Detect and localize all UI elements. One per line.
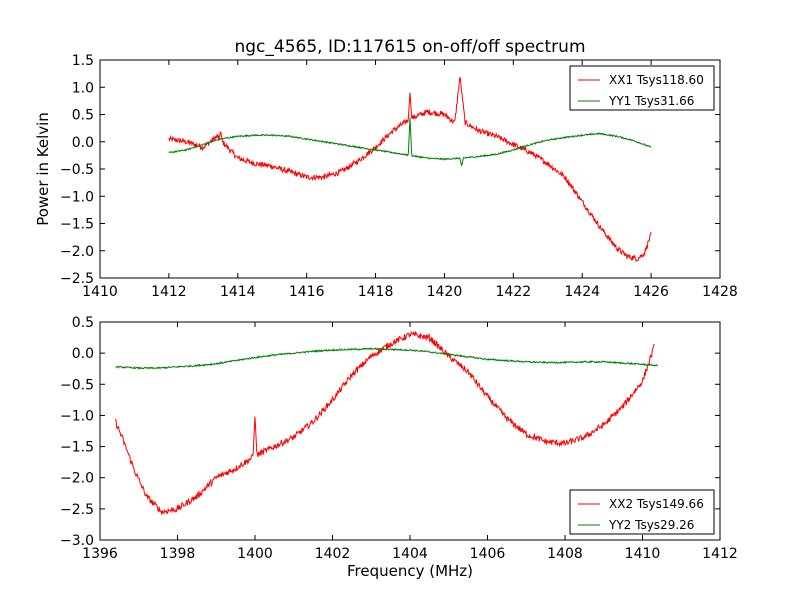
y-tick-label: 0.0 <box>72 135 94 151</box>
bottom-series-layer <box>115 330 659 515</box>
x-tick-label: 1428 <box>702 284 738 300</box>
bottom-plot-frame <box>99 321 721 541</box>
y-tick-label: −3.0 <box>60 533 94 549</box>
x-tick-label: 1404 <box>392 546 428 562</box>
x-tick-label: 1406 <box>470 546 506 562</box>
y-tick-label: 1.5 <box>72 53 94 69</box>
bottom-ticks-layer: 1396 1398 1400 1402 1404 1406 1408 1410 1412 0.5 0… <box>60 315 738 562</box>
x-tick-label: 1414 <box>220 284 256 300</box>
y-tick-label: −1.0 <box>60 408 94 424</box>
x-tick-label: 1426 <box>633 284 669 300</box>
legend-box <box>569 489 715 535</box>
top-plot-frame <box>99 59 721 279</box>
y-tick-label: 0.0 <box>72 346 94 362</box>
bottom-panel: Frequency (MHz) 1396 1398 1400 1402 1404 1406… <box>60 315 738 580</box>
x-tick-label: 1396 <box>82 546 118 562</box>
x-tick-label: 1412 <box>702 546 738 562</box>
y-tick-label: −1.0 <box>60 189 94 205</box>
y-tick-label: 0.5 <box>72 108 94 124</box>
series-line-yy <box>115 347 659 370</box>
series-line-xx <box>168 77 652 263</box>
x-tick-label: 1424 <box>564 284 600 300</box>
y-tick-label: −2.5 <box>60 502 94 518</box>
top-series-layer <box>168 77 652 263</box>
y-tick-label: −2.0 <box>60 244 94 260</box>
legend-entry: XX1 Tsys118.60 <box>609 73 704 87</box>
series-line-yy <box>168 117 652 167</box>
bottom-legend: XX2 Tsys149.66 YY2 Tsys29.26 <box>569 489 715 535</box>
legend-box <box>569 65 715 111</box>
series-line-xx <box>115 330 655 515</box>
top-legend: XX1 Tsys118.60 YY1 Tsys31.66 <box>569 65 715 111</box>
top-chart-title: ngc_4565, ID:117615 on-off/off spectrum <box>234 37 585 57</box>
top-panel: ngc_4565, ID:117615 on-off/off spectrum … <box>34 37 738 300</box>
y-tick-label: −1.5 <box>60 440 94 456</box>
bottom-x-axis-label: Frequency (MHz) <box>347 562 473 580</box>
x-tick-label: 1402 <box>315 546 351 562</box>
y-tick-label: −2.5 <box>60 271 94 287</box>
x-tick-label: 1420 <box>427 284 463 300</box>
y-tick-label: −0.5 <box>60 162 94 178</box>
x-tick-label: 1416 <box>289 284 325 300</box>
x-tick-label: 1422 <box>496 284 532 300</box>
x-tick-label: 1418 <box>358 284 394 300</box>
top-ticks-layer: 1410 1412 1414 1416 1418 1420 1422 1424 1426 1428… <box>60 53 738 300</box>
y-tick-label: 0.5 <box>72 315 94 331</box>
y-tick-label: −0.5 <box>60 377 94 393</box>
legend-entry: YY2 Tsys29.26 <box>608 518 694 532</box>
x-tick-label: 1400 <box>237 546 273 562</box>
x-tick-label: 1410 <box>625 546 661 562</box>
x-tick-label: 1410 <box>82 284 118 300</box>
x-tick-label: 1408 <box>547 546 583 562</box>
y-tick-label: −2.0 <box>60 471 94 487</box>
y-tick-label: 1.0 <box>72 80 94 96</box>
y-tick-label: −1.5 <box>60 217 94 233</box>
x-tick-label: 1412 <box>151 284 187 300</box>
legend-entry: YY1 Tsys31.66 <box>608 94 694 108</box>
top-y-axis-label: Power in Kelvin <box>34 112 52 226</box>
x-tick-label: 1398 <box>160 546 196 562</box>
legend-entry: XX2 Tsys149.66 <box>609 497 704 511</box>
